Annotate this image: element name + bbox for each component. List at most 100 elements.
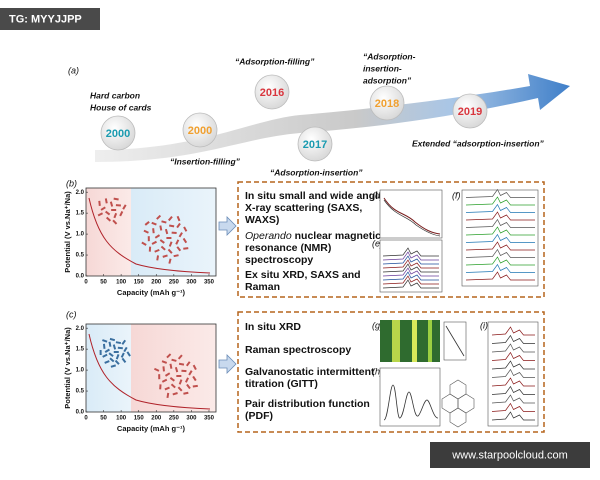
method-line: X-ray scattering (SAXS, — [245, 202, 362, 214]
particle — [156, 255, 160, 261]
particle — [104, 360, 110, 364]
spectrum — [491, 326, 535, 336]
particle — [166, 392, 170, 399]
method-line: WAXS) — [245, 214, 279, 226]
spectrum — [491, 351, 535, 361]
x-tick-label: 300 — [186, 416, 197, 422]
panel-label: (a) — [68, 65, 79, 75]
subpanel-label: (f) — [452, 190, 461, 200]
particle — [115, 204, 121, 207]
particle — [154, 234, 161, 239]
method-line: (PDF) — [245, 410, 273, 422]
x-tick-label: 100 — [116, 280, 127, 286]
particle — [122, 204, 127, 210]
method-text: spectroscopy — [245, 254, 313, 266]
method-text: Ex situ XRD, SAXS and — [245, 269, 361, 281]
year-node — [254, 74, 290, 110]
spectrum — [465, 248, 535, 258]
curve — [88, 333, 211, 410]
particle — [183, 226, 188, 232]
particle — [161, 378, 168, 383]
spectrum — [465, 203, 535, 213]
particle — [99, 350, 102, 356]
particle — [114, 359, 120, 365]
spectrum — [382, 247, 439, 257]
particle — [177, 386, 183, 392]
panel-label: (b) — [66, 178, 77, 188]
y-tick-label: 1.0 — [76, 368, 85, 374]
particle — [171, 231, 177, 235]
spectrum — [465, 263, 535, 273]
particle — [177, 354, 183, 360]
particle — [169, 224, 175, 228]
spectrum — [491, 343, 535, 353]
particle — [115, 354, 120, 360]
particle — [147, 236, 150, 242]
mini-plot — [379, 239, 443, 293]
spectrum — [382, 259, 439, 269]
caption: “Adsorption-filling” — [235, 56, 315, 66]
particle — [110, 364, 117, 368]
particle — [109, 337, 116, 342]
spectrum — [491, 411, 535, 421]
year: 2000 — [188, 125, 212, 137]
mini-plot — [379, 367, 475, 428]
region — [86, 188, 131, 276]
spectrum — [465, 233, 535, 243]
particle — [192, 364, 197, 371]
method-text: titration (GITT) — [245, 378, 318, 390]
y-tick-label: 2.0 — [76, 190, 85, 196]
spectrum — [491, 334, 535, 344]
particle — [185, 377, 189, 383]
particle — [121, 357, 127, 363]
plot-frame — [85, 323, 217, 413]
particle — [188, 370, 193, 376]
y-tick-label: 0.0 — [76, 410, 85, 416]
particle — [119, 211, 124, 217]
method-text: WAXS) — [245, 214, 279, 226]
particle — [102, 343, 106, 349]
particle — [183, 391, 189, 395]
method-text: Raman spectroscopy — [245, 344, 351, 356]
particle — [111, 209, 117, 211]
particle — [182, 237, 188, 244]
particle — [161, 220, 167, 224]
spectrum — [382, 267, 439, 277]
spectrum — [382, 279, 439, 289]
method-text: In situ XRD — [245, 321, 301, 333]
particle — [151, 221, 157, 226]
spectrum — [465, 256, 535, 266]
particle — [166, 353, 172, 359]
spectrum — [465, 211, 535, 221]
particle — [192, 375, 197, 382]
method-line: Raman — [245, 281, 280, 293]
particle — [117, 346, 123, 350]
x-tick-label: 100 — [116, 416, 127, 422]
particle — [192, 384, 198, 388]
particle — [104, 198, 108, 204]
particle — [168, 215, 173, 222]
spectrum — [465, 188, 535, 198]
year: 2017 — [303, 139, 327, 151]
caption: “Adsorption- — [363, 51, 416, 61]
arrow — [218, 216, 237, 236]
spectrum — [465, 196, 535, 206]
y-axis-label: Potential (V vs.Na⁺/Na) — [63, 327, 72, 409]
year: 2000 — [106, 128, 130, 140]
method-text: Operando nuclear magnetic — [245, 230, 381, 242]
particle — [172, 392, 178, 396]
particle — [186, 383, 191, 390]
spectrum — [382, 263, 439, 273]
x-tick-label: 250 — [169, 416, 180, 422]
particle — [159, 239, 165, 244]
region — [131, 324, 216, 412]
x-tick-label: 300 — [186, 280, 197, 286]
spectrum — [465, 218, 535, 228]
spectrum — [465, 271, 535, 281]
timeline-arrow — [95, 74, 570, 162]
particle — [176, 375, 182, 377]
particle — [152, 228, 155, 234]
mini-plot — [380, 320, 467, 362]
particle — [151, 240, 157, 245]
